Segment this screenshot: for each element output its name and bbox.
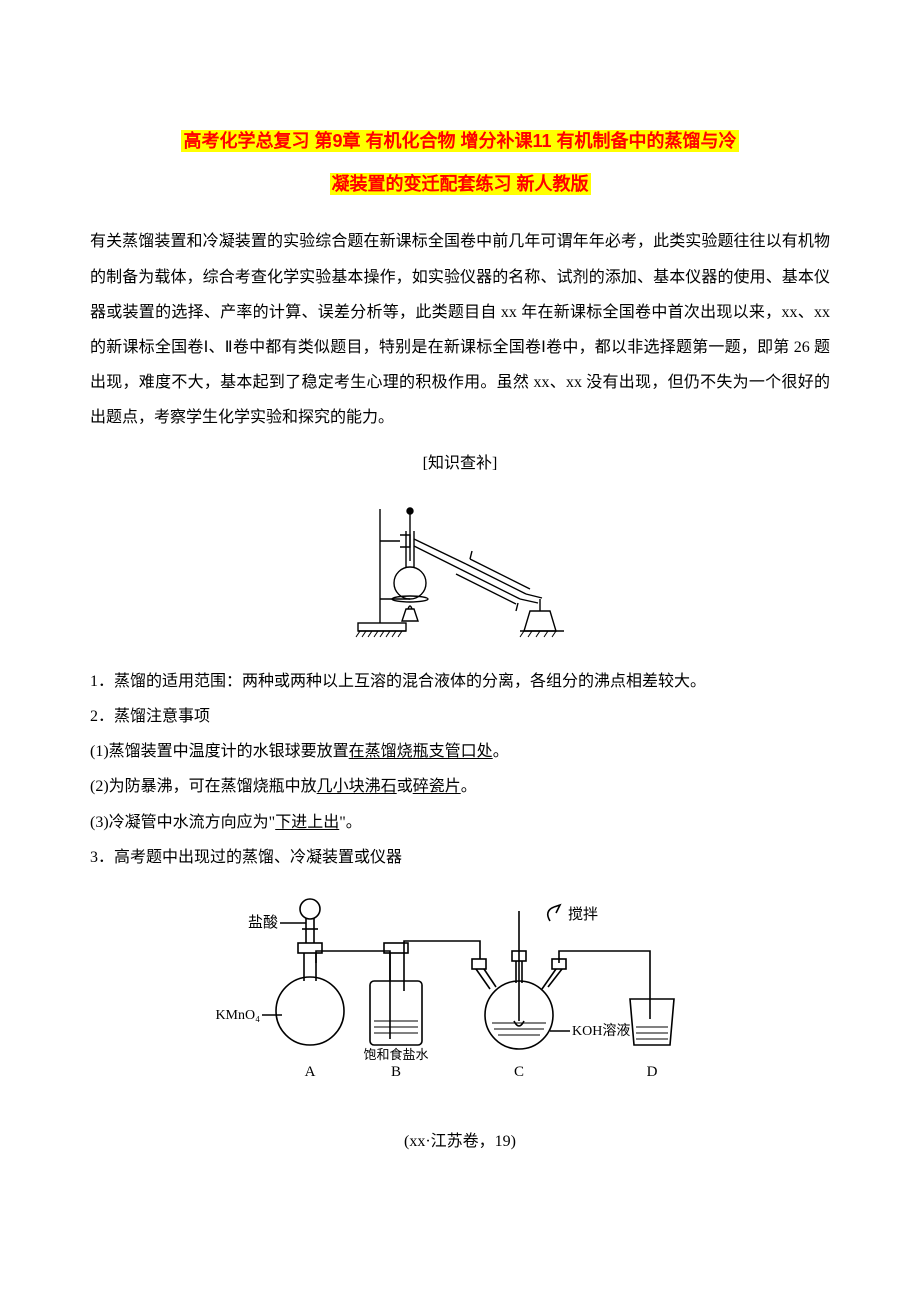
sub2-u2: 碎瓷片	[413, 778, 461, 795]
label-A: A	[305, 1064, 316, 1080]
sub-item-3: (3)冷凝管中水流方向应为"下进上出"。	[90, 805, 830, 840]
label-stir: 搅拌	[568, 906, 598, 923]
diagram-caption: (xx·江苏卷，19)	[90, 1124, 830, 1159]
sub-item-2: (2)为防暴沸，可在蒸馏烧瓶中放几小块沸石或碎瓷片。	[90, 769, 830, 804]
title-line-1: 高考化学总复习 第9章 有机化合物 增分补课11 有机制备中的蒸馏与冷	[181, 130, 738, 152]
sub1-suffix: 。	[493, 743, 509, 760]
label-koh: KOH溶液	[572, 1023, 630, 1039]
label-kmno4: KMnO₄	[215, 1008, 260, 1023]
label-D: D	[647, 1064, 658, 1080]
label-B: B	[391, 1064, 401, 1080]
apparatus-chain-diagram: 盐酸 搅拌 KMnO₄	[90, 881, 830, 1114]
sub1-underline: 在蒸馏烧瓶支管口处	[349, 743, 493, 760]
sub2-suffix: 。	[461, 778, 477, 795]
distillation-apparatus-svg	[320, 491, 600, 641]
apparatus-chain-svg: 盐酸 搅拌 KMnO₄	[210, 881, 710, 1101]
sub2-u1: 几小块沸石	[317, 778, 397, 795]
sub-item-1: (1)蒸馏装置中温度计的水银球要放置在蒸馏烧瓶支管口处。	[90, 734, 830, 769]
title-line-2: 凝装置的变迁配套练习 新人教版	[330, 173, 591, 195]
intro-paragraph: 有关蒸馏装置和冷凝装置的实验综合题在新课标全国卷中前几年可谓年年必考，此类实验题…	[90, 224, 830, 435]
sub2-prefix: (2)为防暴沸，可在蒸馏烧瓶中放	[90, 778, 317, 795]
document-title: 高考化学总复习 第9章 有机化合物 增分补课11 有机制备中的蒸馏与冷 凝装置的…	[90, 120, 830, 206]
item-3: 3．高考题中出现过的蒸馏、冷凝装置或仪器	[90, 840, 830, 875]
label-C: C	[514, 1064, 524, 1080]
item-1: 1．蒸馏的适用范围：两种或两种以上互溶的混合液体的分离，各组分的沸点相差较大。	[90, 664, 830, 699]
item-2: 2．蒸馏注意事项	[90, 699, 830, 734]
sub2-mid: 或	[397, 778, 413, 795]
sub3-prefix: (3)冷凝管中水流方向应为"	[90, 814, 275, 831]
section-heading: [知识查补]	[90, 446, 830, 481]
label-hcl: 盐酸	[248, 914, 278, 931]
sub1-prefix: (1)蒸馏装置中温度计的水银球要放置	[90, 743, 349, 760]
sub3-underline: 下进上出	[275, 814, 339, 831]
distillation-diagram	[90, 491, 830, 654]
sub3-suffix: "。	[339, 814, 362, 831]
label-nacl: 饱和食盐水	[363, 1047, 428, 1062]
